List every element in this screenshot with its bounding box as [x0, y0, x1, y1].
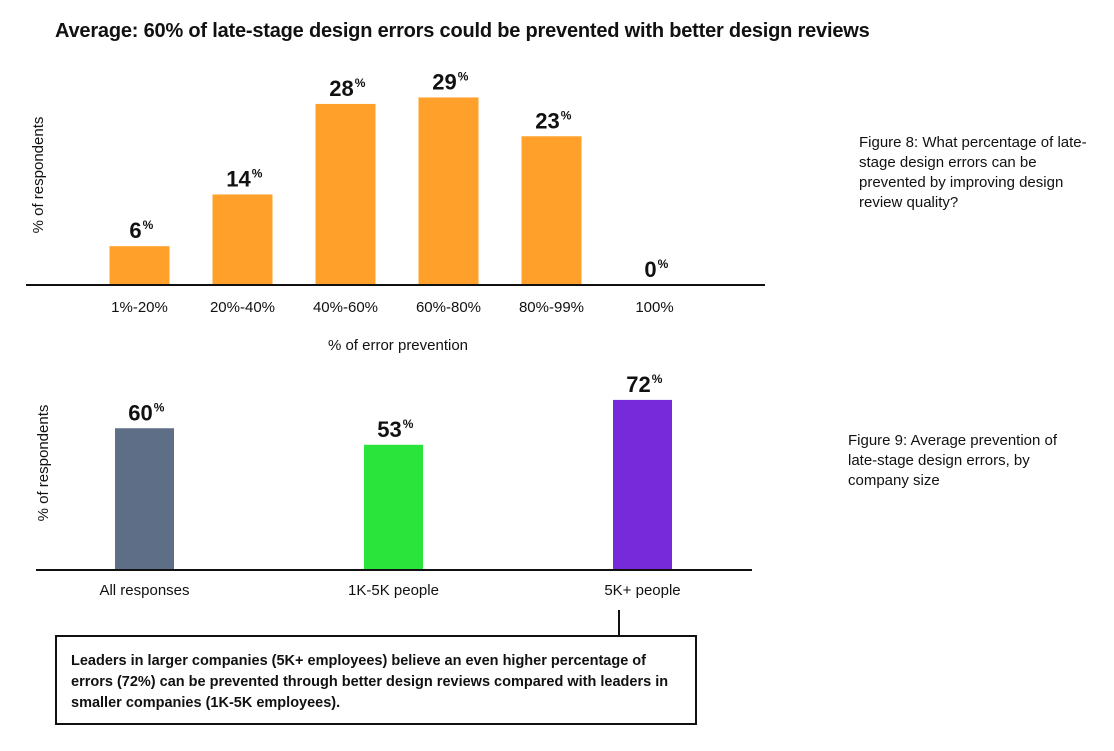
bar	[109, 246, 170, 285]
y-axis-label: % of respondents	[35, 405, 52, 522]
data-label-unit: %	[143, 218, 154, 232]
x-tick-label: All responses	[99, 582, 189, 599]
x-tick-label: 80%-99%	[519, 299, 584, 316]
data-label-unit: %	[252, 166, 263, 180]
data-label-unit: %	[154, 400, 165, 414]
data-label: 53	[377, 417, 401, 442]
bar	[212, 194, 273, 285]
bar	[364, 444, 423, 570]
x-tick-label: 1%-20%	[111, 299, 168, 316]
data-label-unit: %	[561, 108, 572, 122]
bar	[613, 399, 672, 570]
callout-connector	[618, 610, 620, 635]
figure-9-caption: Figure 9: Average prevention of late-sta…	[848, 432, 1058, 489]
x-tick-label: 100%	[635, 299, 673, 316]
data-label: 29	[432, 69, 456, 94]
data-label: 23	[535, 108, 559, 133]
data-label: 0	[644, 257, 656, 282]
company-size-chart: % of respondents 60 % All responses 53 % 1K-5K…	[35, 372, 752, 599]
bar	[521, 136, 582, 285]
data-label-unit: %	[458, 69, 469, 83]
x-axis-label: % of error prevention	[328, 337, 468, 354]
data-label: 60	[128, 400, 152, 425]
x-tick-label: 20%-40%	[210, 299, 275, 316]
page-title: Average: 60% of late-stage design errors…	[55, 20, 870, 42]
data-label: 14	[226, 166, 251, 191]
data-label-unit: %	[403, 417, 414, 431]
data-label: 28	[329, 76, 353, 101]
y-axis-label: % of respondents	[30, 117, 47, 234]
data-label: 72	[626, 372, 650, 397]
data-label-unit: %	[652, 372, 663, 386]
error-prevention-chart: % of respondents 6 % 1%-20% 14 % 20%-40% 28 % 40%…	[26, 69, 765, 354]
x-tick-label: 5K+ people	[604, 582, 680, 599]
x-tick-label: 1K-5K people	[348, 582, 439, 599]
bar	[315, 103, 376, 285]
x-tick-label: 40%-60%	[313, 299, 378, 316]
figure-8-caption: Figure 8: What percentage of late-stage …	[859, 134, 1087, 211]
bar	[115, 428, 174, 570]
data-label-unit: %	[355, 76, 366, 90]
x-tick-label: 60%-80%	[416, 299, 481, 316]
callout-note: Leaders in larger companies (5K+ employe…	[55, 635, 697, 725]
data-label: 6	[129, 218, 141, 243]
bar	[418, 97, 479, 285]
data-label-unit: %	[658, 257, 669, 271]
